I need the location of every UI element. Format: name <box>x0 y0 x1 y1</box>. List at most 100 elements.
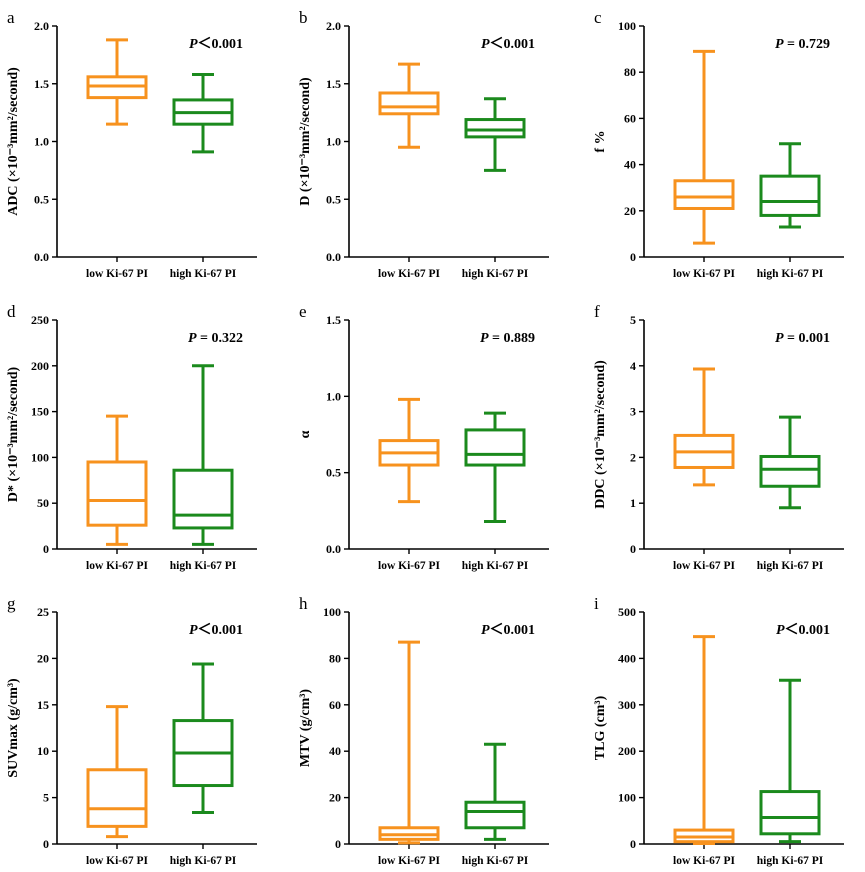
y-tick-label: 1.5 <box>34 77 49 91</box>
iqr-box <box>759 454 821 488</box>
panel-h: 0 20 40 60 80 100 low Ki-67 PI high Ki-67 PI h P＜… <box>298 594 549 867</box>
p-value: P = 0.729 <box>775 37 830 52</box>
y-tick-label: 0 <box>335 837 341 851</box>
panel-d: 0 50 100 150 200 250 low Ki-67 PI high Ki-67 PI… <box>6 302 257 572</box>
y-tick-label: 10 <box>37 744 49 758</box>
p-value: P＜0.001 <box>189 623 243 638</box>
y-tick-label: 0.5 <box>34 192 49 206</box>
iqr-box <box>759 790 821 836</box>
y-tick-label: 100 <box>31 450 49 464</box>
box-high <box>172 364 234 546</box>
x-category-label: low Ki-67 PI <box>86 560 148 572</box>
x-category-label: low Ki-67 PI <box>86 855 148 867</box>
y-tick-label: 80 <box>329 651 341 665</box>
iqr-box <box>378 91 440 116</box>
y-tick-label: 150 <box>31 405 49 419</box>
y-tick-label: 100 <box>323 605 341 619</box>
y-tick-label: 0 <box>630 837 636 851</box>
y-tick-label: 0.0 <box>34 250 49 264</box>
y-tick-label: 80 <box>624 65 636 79</box>
iqr-box <box>464 118 526 139</box>
panel-i: 0 100 200 300 400 500 low Ki-67 PI high Ki-67 P… <box>593 594 844 867</box>
x-category-label: high Ki-67 PI <box>757 268 824 280</box>
y-tick-label: 20 <box>329 791 341 805</box>
y-tick-label: 40 <box>329 744 341 758</box>
y-tick-label: 0.5 <box>326 192 341 206</box>
y-axis-label: D (×10⁻³mm²/second) <box>298 77 313 206</box>
box-high <box>759 415 821 510</box>
p-value: P＜0.001 <box>189 37 243 52</box>
y-tick-label: 5 <box>630 313 636 327</box>
y-axis-label: D* (×10⁻³mm²/second) <box>6 366 21 502</box>
panel-e: 0.0 0.5 1.0 1.5 low Ki-67 PI high Ki-67 PI e P … <box>298 302 549 572</box>
y-tick-label: 500 <box>618 605 636 619</box>
x-category-label: high Ki-67 PI <box>170 268 237 280</box>
x-category-label: high Ki-67 PI <box>757 560 824 572</box>
box-high <box>759 142 821 229</box>
y-tick-label: 1 <box>630 496 636 510</box>
y-tick-label: 1.0 <box>34 135 49 149</box>
iqr-box <box>86 460 148 527</box>
y-tick-label: 20 <box>37 651 49 665</box>
y-tick-label: 0 <box>43 837 49 851</box>
panel-letter: c <box>594 8 602 27</box>
iqr-box <box>464 800 526 830</box>
box-high <box>172 73 234 154</box>
box-high <box>759 678 821 844</box>
y-tick-label: 60 <box>624 111 636 125</box>
y-tick-label: 0 <box>630 250 636 264</box>
box-low <box>673 635 735 846</box>
y-axis-label: SUVmax (g/cm³) <box>6 678 21 778</box>
y-tick-label: 2.0 <box>326 19 341 33</box>
y-tick-label: 1.0 <box>326 389 341 403</box>
y-tick-label: 0.0 <box>326 250 341 264</box>
x-category-label: low Ki-67 PI <box>378 560 440 572</box>
y-tick-label: 0 <box>630 542 636 556</box>
x-category-label: low Ki-67 PI <box>378 268 440 280</box>
y-tick-label: 400 <box>618 651 636 665</box>
p-value: P＜0.001 <box>776 623 830 638</box>
box-high <box>172 662 234 814</box>
x-category-label: high Ki-67 PI <box>757 855 824 867</box>
y-tick-label: 250 <box>31 313 49 327</box>
y-tick-label: 0 <box>43 542 49 556</box>
x-category-label: low Ki-67 PI <box>673 268 735 280</box>
panel-a: 0.0 0.5 1.0 1.5 2.0 low Ki-67 PI high Ki-67 PI… <box>6 8 257 280</box>
panel-letter: g <box>7 594 16 613</box>
p-value: P＜0.001 <box>481 623 535 638</box>
box-high <box>464 742 526 841</box>
y-tick-label: 4 <box>630 359 636 373</box>
box-low <box>673 367 735 487</box>
x-category-label: high Ki-67 PI <box>462 855 529 867</box>
y-tick-label: 100 <box>618 791 636 805</box>
box-low <box>378 640 440 845</box>
y-tick-label: 0.0 <box>326 542 341 556</box>
iqr-box <box>172 468 234 530</box>
y-axis-label: TLG (cm³) <box>593 695 608 760</box>
panel-letter: i <box>594 594 599 613</box>
y-tick-label: 15 <box>37 698 49 712</box>
box-high <box>464 411 526 524</box>
box-low <box>378 397 440 504</box>
y-axis-label: ADC (×10⁻³mm²/second) <box>6 67 21 216</box>
y-axis-label: f % <box>593 130 608 152</box>
y-tick-label: 2 <box>630 450 636 464</box>
panel-letter: d <box>7 302 16 321</box>
y-tick-label: 60 <box>329 698 341 712</box>
y-tick-label: 1.0 <box>326 135 341 149</box>
x-category-label: high Ki-67 PI <box>462 560 529 572</box>
panel-letter: e <box>299 302 307 321</box>
box-high <box>464 97 526 172</box>
p-value: P = 0.889 <box>480 331 535 346</box>
y-tick-label: 20 <box>624 204 636 218</box>
p-value: P = 0.001 <box>775 331 830 346</box>
y-tick-label: 200 <box>618 744 636 758</box>
y-tick-label: 50 <box>37 496 49 510</box>
x-category-label: low Ki-67 PI <box>86 268 148 280</box>
panel-g: 0 5 10 15 20 25 low Ki-67 PI high Ki-67 PI g P＜0.… <box>6 594 257 867</box>
y-tick-label: 0.5 <box>326 466 341 480</box>
box-low <box>378 62 440 149</box>
y-axis-label: DDC (×10⁻³mm²/second) <box>593 360 608 509</box>
y-tick-label: 1.5 <box>326 77 341 91</box>
